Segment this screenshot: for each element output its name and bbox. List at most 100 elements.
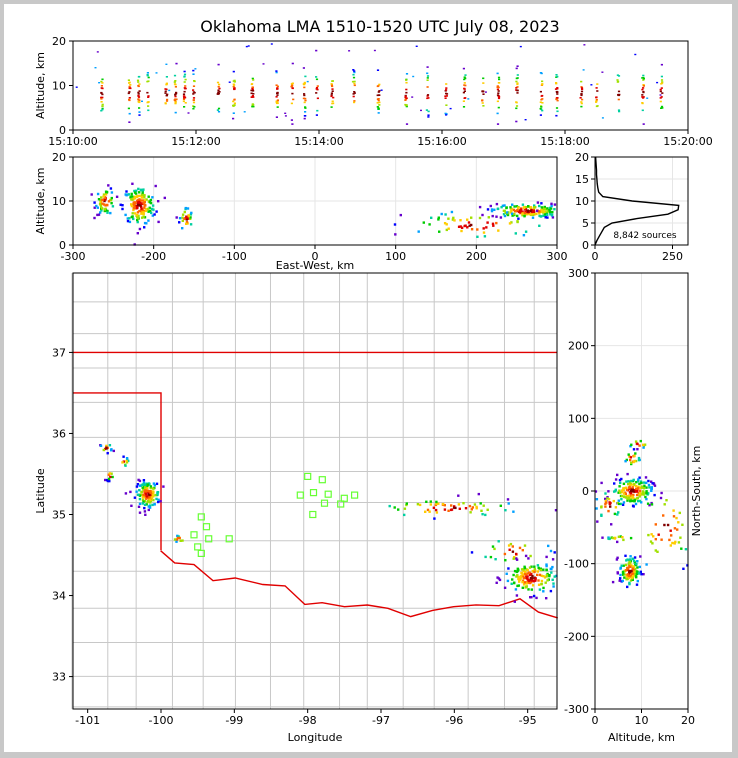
plan-view-point	[450, 504, 453, 507]
north-south-point	[631, 576, 634, 579]
plan-view-point	[545, 563, 548, 566]
north-south-point	[662, 514, 665, 517]
north-south-point	[671, 541, 674, 545]
time-height-point	[380, 89, 383, 91]
time-height-point	[303, 93, 306, 95]
north-south-point	[624, 554, 627, 557]
north-south-point	[650, 501, 653, 505]
east-west-point	[130, 198, 133, 201]
plan-view-point	[403, 507, 407, 510]
north-south-point	[627, 494, 631, 498]
time-height-point	[412, 75, 415, 78]
time-height-point	[464, 97, 467, 99]
east-west-point	[516, 220, 519, 223]
plan-view-point	[545, 575, 548, 578]
north-south-point	[619, 491, 622, 494]
plan-view-point	[153, 484, 157, 487]
east-west-point	[438, 230, 441, 233]
time-height-point	[642, 96, 645, 98]
north-south-point	[638, 489, 642, 492]
east-west-point	[110, 196, 113, 200]
time-height-point	[661, 82, 664, 84]
plan-view-point	[521, 549, 524, 552]
time-height-point	[425, 109, 428, 111]
east-west-point	[520, 211, 523, 214]
east-west-point	[505, 211, 509, 214]
plan-view-point	[523, 576, 526, 580]
east-west-point	[136, 216, 140, 220]
lma-station-marker	[304, 472, 312, 480]
plan-view-point	[143, 487, 146, 491]
time-height-point	[484, 91, 487, 93]
north-south-point	[600, 481, 603, 485]
plan-view-point	[503, 586, 507, 589]
time-height-point	[184, 102, 187, 104]
time-height-point	[445, 89, 448, 91]
time-height-point	[659, 88, 662, 91]
north-south-point	[632, 575, 635, 578]
plan-view-point	[441, 502, 445, 506]
time-height-point	[276, 99, 279, 101]
time-height-point	[554, 88, 558, 90]
east-west-point	[106, 203, 109, 207]
east-west-point	[96, 206, 99, 209]
plan-view-point	[497, 540, 500, 543]
time-height-point	[101, 78, 104, 81]
plan-view-point	[129, 490, 132, 494]
time-height-point	[217, 89, 220, 92]
east-west-point	[503, 204, 506, 207]
east-west-point	[499, 216, 503, 219]
time-height-point	[556, 110, 559, 113]
time-height-point	[515, 101, 518, 103]
north-south-point	[642, 446, 645, 449]
plan-view-point	[521, 579, 525, 582]
plan-view-point	[143, 503, 147, 506]
north-south-point	[640, 501, 643, 504]
north-south-point	[606, 497, 609, 500]
north-south-point	[625, 569, 628, 572]
north-south-point	[622, 492, 626, 495]
time-height-point	[315, 49, 318, 52]
time-height-point	[183, 96, 186, 98]
plan-view-point	[435, 502, 438, 506]
plan-view-point	[528, 579, 531, 582]
time-height-point	[661, 81, 664, 83]
north-south-point	[633, 489, 636, 492]
time-height-point	[192, 73, 195, 75]
north-south-point	[632, 448, 636, 451]
plan-view-point	[522, 569, 525, 573]
time-height-point	[515, 120, 518, 123]
plan-view-point	[140, 493, 143, 497]
time-height-point	[498, 78, 501, 81]
histogram-line	[594, 156, 680, 246]
plan-view-point	[149, 491, 152, 494]
time-height-point	[137, 93, 140, 95]
time-height-point	[128, 87, 131, 89]
east-west-point	[103, 208, 106, 211]
plan-view-point	[511, 550, 515, 553]
time-height-point	[98, 82, 101, 84]
north-south-point	[638, 444, 641, 447]
north-south-point	[635, 583, 639, 586]
east-west-point	[147, 210, 150, 213]
plan-view-point	[551, 558, 555, 561]
east-west-point	[149, 209, 152, 213]
plan-view-point	[176, 534, 179, 538]
y-axis-label: North-South, km	[690, 446, 703, 537]
time-height-point	[378, 104, 381, 106]
time-height-point	[496, 86, 499, 89]
plan-view-point	[539, 567, 542, 570]
time-height-point	[303, 86, 306, 89]
y-tick-label: 20	[52, 151, 66, 164]
time-height-point	[147, 109, 150, 112]
east-west-point	[508, 222, 512, 225]
time-height-point	[168, 89, 171, 92]
time-height-point	[352, 73, 355, 76]
plan-view-point	[534, 578, 537, 582]
plan-view-point	[176, 536, 180, 540]
north-south-point	[630, 570, 633, 573]
plan-view-point	[515, 557, 518, 560]
time-height-point	[100, 109, 103, 112]
north-south-point	[686, 564, 689, 567]
time-height-point	[556, 87, 559, 90]
